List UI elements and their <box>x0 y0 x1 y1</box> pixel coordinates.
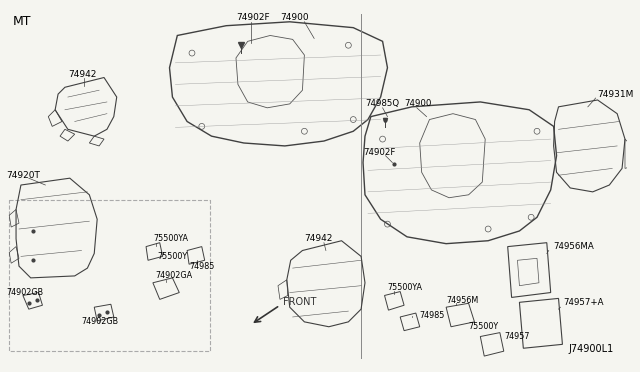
Text: J74900L1: J74900L1 <box>568 344 614 354</box>
Text: FRONT: FRONT <box>283 297 316 307</box>
Text: 74902GA: 74902GA <box>156 272 193 280</box>
Text: 75500YA: 75500YA <box>153 234 188 243</box>
Text: 74920T: 74920T <box>6 171 40 180</box>
Text: 74956MA: 74956MA <box>554 242 595 251</box>
Text: 74931M: 74931M <box>598 90 634 99</box>
Text: 74985: 74985 <box>420 311 445 320</box>
Text: 74902F: 74902F <box>236 13 269 22</box>
Text: 74902F: 74902F <box>363 148 396 157</box>
Text: 74942: 74942 <box>68 70 96 79</box>
Text: 75500YA: 75500YA <box>387 283 422 292</box>
Text: 74956M: 74956M <box>446 296 478 305</box>
Bar <box>9 200 209 351</box>
Text: MT: MT <box>13 15 31 28</box>
Text: 74985: 74985 <box>189 262 214 271</box>
Text: 74985Q: 74985Q <box>365 99 399 108</box>
Text: 74957: 74957 <box>505 332 531 341</box>
Text: 74902GB: 74902GB <box>6 288 44 297</box>
Text: 74957+A: 74957+A <box>563 298 604 307</box>
Text: 74900: 74900 <box>404 99 431 108</box>
Text: 74942: 74942 <box>305 234 333 243</box>
Text: 74902GB: 74902GB <box>81 317 118 326</box>
Text: 75500Y: 75500Y <box>158 252 188 261</box>
Text: 74900: 74900 <box>280 13 308 22</box>
Text: 75500Y: 75500Y <box>468 322 499 331</box>
